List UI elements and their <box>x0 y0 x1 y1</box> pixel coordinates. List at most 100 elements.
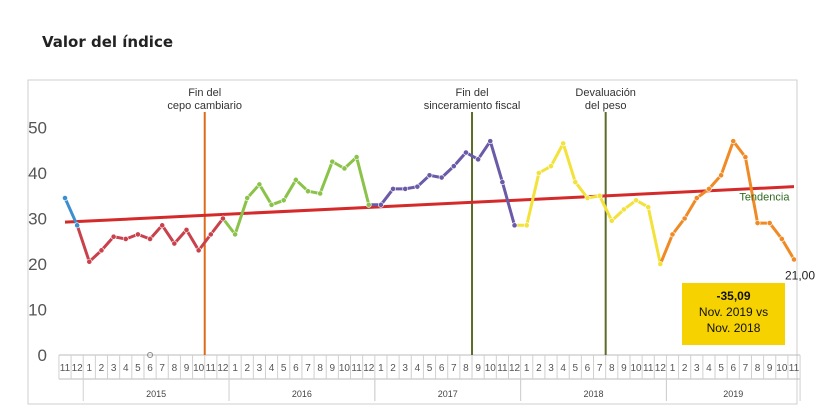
event-label-title: Fin del <box>188 87 221 99</box>
point-layer <box>62 138 797 267</box>
x-tick-label: 7 <box>305 363 311 374</box>
event-layer <box>203 112 607 355</box>
callout-box <box>682 283 785 345</box>
event-label-detail: cepo cambiario <box>167 100 242 112</box>
data-point <box>450 163 457 170</box>
data-point <box>183 226 190 233</box>
data-point <box>791 256 797 263</box>
x-tick-label: 8 <box>172 363 178 374</box>
x-tick-label: 6 <box>585 363 591 374</box>
x-tick-label: 7 <box>451 363 457 374</box>
data-point <box>207 231 214 238</box>
chart-border <box>27 79 798 405</box>
trend-label: Tendencia <box>739 192 790 204</box>
x-tick-label: 10 <box>485 363 497 374</box>
y-tick-label: 30 <box>28 210 47 229</box>
data-point <box>159 222 166 229</box>
data-point <box>292 176 299 183</box>
data-point <box>706 186 712 192</box>
data-point <box>693 195 700 201</box>
x-tick-label: 1 <box>524 363 530 374</box>
y-tick-label: 10 <box>28 301 47 320</box>
series-line <box>63 197 79 226</box>
data-point <box>730 138 737 145</box>
x-tick-label: 1 <box>87 363 93 374</box>
x-tick-label: 2 <box>244 363 250 374</box>
data-point <box>766 220 773 226</box>
data-point <box>86 258 93 265</box>
data-point <box>305 188 311 195</box>
x-tick-label: 6 <box>439 363 445 374</box>
x-tick-label: 5 <box>135 363 141 374</box>
x-tick-label: 11 <box>497 363 508 374</box>
x-tick-label: 7 <box>159 363 165 374</box>
x-tick-label: 5 <box>281 363 287 374</box>
year-label: 2016 <box>292 389 312 399</box>
data-point <box>645 204 652 211</box>
x-tick-label: 9 <box>330 363 336 374</box>
last-value-label: 21,00 <box>785 268 815 282</box>
data-point <box>633 197 639 204</box>
year-label: 2019 <box>723 389 743 399</box>
data-point <box>377 201 384 208</box>
x-tick-label: 9 <box>621 363 627 374</box>
x-tick-label: 9 <box>767 363 773 374</box>
callout-compare: Nov. 2018 <box>707 321 761 335</box>
event-label-title: Devaluación <box>575 87 636 99</box>
data-point <box>548 163 554 170</box>
data-point <box>487 138 494 145</box>
data-point <box>365 201 372 208</box>
grid-layer <box>58 352 801 401</box>
x-tick-label: 12 <box>217 363 229 374</box>
x-tick-label: 8 <box>609 363 615 374</box>
data-point <box>584 195 591 201</box>
data-point <box>608 217 615 224</box>
x-tick-label: 2 <box>390 363 396 374</box>
x-tick-label: 3 <box>257 363 263 374</box>
data-point <box>232 231 238 238</box>
y-tick-label: 50 <box>28 119 47 138</box>
data-point <box>754 220 761 226</box>
trend-line <box>64 185 795 224</box>
x-tick-label: 2 <box>682 363 688 374</box>
data-point <box>475 156 481 163</box>
x-tick-label: 5 <box>573 363 579 374</box>
x-tick-label: 11 <box>789 363 800 374</box>
data-point <box>280 197 287 204</box>
data-point <box>402 186 409 192</box>
y-tick-label: 40 <box>28 164 47 183</box>
data-point <box>98 247 105 254</box>
x-tick-label: 7 <box>597 363 603 374</box>
trend-layer <box>64 185 795 224</box>
x-tick-label: 7 <box>743 363 749 374</box>
data-point <box>778 236 785 242</box>
event-label-detail: sinceramiento fiscal <box>424 100 521 112</box>
data-point <box>134 231 141 238</box>
data-point <box>681 215 688 222</box>
data-point <box>438 174 445 181</box>
data-point <box>621 206 627 213</box>
x-tick-label: 1 <box>670 363 676 374</box>
series-line <box>368 139 516 226</box>
event-label-detail: del peso <box>585 100 627 112</box>
data-point <box>74 222 81 229</box>
data-point <box>256 181 263 188</box>
x-tick-label: 10 <box>776 363 788 374</box>
data-point <box>110 233 117 240</box>
data-point <box>560 140 567 147</box>
x-tick-label: 1 <box>378 363 384 374</box>
data-point <box>317 190 324 197</box>
x-tick-label: 4 <box>560 363 566 374</box>
x-tick-label: 10 <box>630 363 642 374</box>
data-point <box>62 195 68 201</box>
data-point <box>596 192 603 199</box>
data-point <box>341 165 348 172</box>
x-tick-label: 11 <box>351 363 362 374</box>
data-point <box>499 179 506 185</box>
x-tick-label: 5 <box>718 363 724 374</box>
x-tick-label: 10 <box>193 363 205 374</box>
data-point <box>718 172 724 179</box>
y-tick-label: 20 <box>28 255 47 274</box>
